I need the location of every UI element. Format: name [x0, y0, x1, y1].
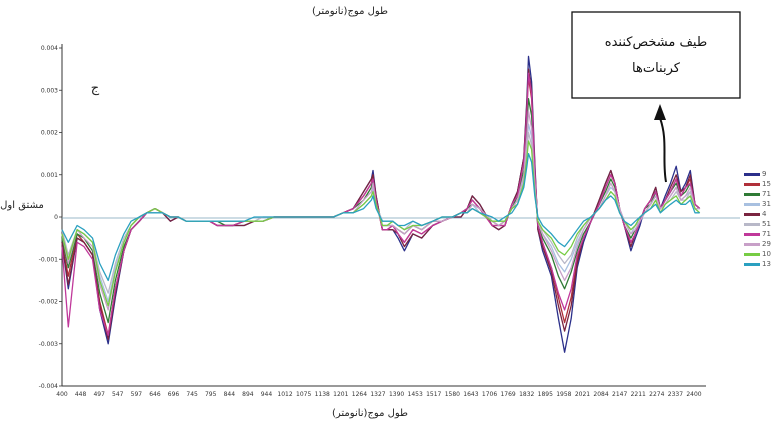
- x-tick-label: 1580: [445, 391, 460, 398]
- annotation-line-1: طیف مشخص‌کننده: [605, 35, 707, 50]
- legend-label: 15: [762, 180, 771, 188]
- y-tick-label: -0.001: [39, 256, 59, 263]
- x-tick-label: 1138: [315, 391, 330, 398]
- legend-label: 31: [762, 200, 771, 208]
- x-tick-label: 2147: [612, 391, 627, 398]
- x-tick-label: 2337: [668, 391, 683, 398]
- y-tick-label: -0.003: [39, 341, 59, 348]
- x-tick-label: 2274: [649, 391, 664, 398]
- y-tick-label: 0.001: [41, 172, 58, 179]
- x-tick-label: 844: [224, 391, 236, 398]
- legend-swatch: [744, 203, 760, 206]
- annotation-frame: [571, 11, 741, 99]
- x-tick-label: 547: [112, 391, 124, 398]
- x-tick-label: 1327: [370, 391, 385, 398]
- legend-swatch: [744, 263, 760, 266]
- legend-label: 10: [762, 250, 771, 258]
- panel-label: ج: [91, 81, 100, 96]
- x-tick-label: 745: [186, 391, 198, 398]
- annotation-line-2: کربنات‌ها: [632, 61, 681, 76]
- series-line-2: [61, 76, 701, 336]
- x-tick-label: 1012: [277, 391, 292, 398]
- x-tick-label: 1264: [352, 391, 367, 398]
- series-line-10: [61, 152, 700, 282]
- x-tick-label: 2084: [593, 391, 608, 398]
- x-tick-label: 497: [93, 391, 105, 398]
- series-line-5: [61, 68, 701, 341]
- legend-swatch: [744, 233, 760, 236]
- legend-label: 71: [762, 230, 771, 238]
- series-lines: [61, 55, 701, 353]
- x-tick-label: 1390: [389, 391, 404, 398]
- x-tick-label: 795: [205, 391, 217, 398]
- legend-label: 71: [762, 190, 771, 198]
- x-tick-label: 1453: [408, 391, 423, 398]
- top-caption: طول موج(نانومتر): [312, 6, 388, 17]
- legend-swatch: [744, 213, 760, 216]
- y-tick-label: 0.003: [41, 87, 58, 94]
- annotation-arrow-shaft: [659, 117, 667, 183]
- legend-swatch: [744, 193, 760, 196]
- x-tick-label: 944: [261, 391, 273, 398]
- x-tick-labels: 400 448 497 547 597 646 696 745 795 844 894 944 1012…: [56, 391, 702, 398]
- x-tick-label: 1517: [426, 391, 441, 398]
- x-tick-label: 597: [131, 391, 143, 398]
- y-tick-label: 0: [54, 214, 58, 221]
- x-tick-label: 2400: [686, 391, 701, 398]
- y-tick-label: 0.004: [41, 45, 58, 52]
- x-tick-label: 1769: [500, 391, 515, 398]
- x-tick-label: 696: [168, 391, 180, 398]
- y-tick-label: -0.004: [39, 383, 59, 390]
- x-tick-label: 1832: [519, 391, 534, 398]
- x-tick-label: 894: [242, 391, 254, 398]
- annotation-arrow-head: [654, 104, 666, 120]
- x-axis-label: طول موج(نانومتر): [332, 408, 408, 419]
- annotation-box: طیف مشخص‌کننده کربنات‌ها: [571, 11, 741, 99]
- x-tick-label: 1895: [538, 391, 553, 398]
- x-tick-label: 1201: [333, 391, 348, 398]
- x-tick-label: 1706: [482, 391, 497, 398]
- legend-swatch: [744, 183, 760, 186]
- legend-swatch: [744, 173, 760, 176]
- x-tick-label: 1958: [556, 391, 571, 398]
- legend-label: 9: [762, 170, 766, 178]
- x-tick-label: 400: [56, 391, 68, 398]
- legend-swatch: [744, 243, 760, 246]
- x-tick-label: 1643: [463, 391, 478, 398]
- y-axis-label: مشتق اول: [0, 200, 44, 211]
- legend-label: 51: [762, 220, 771, 228]
- y-tick-label: -0.002: [39, 299, 59, 306]
- legend-label: 4: [762, 210, 767, 218]
- x-tick-label: 2021: [575, 391, 590, 398]
- legend-label: 29: [762, 240, 771, 248]
- x-tick-label: 646: [149, 391, 161, 398]
- series-line-7: [61, 72, 701, 336]
- legend-label: 13: [762, 260, 771, 268]
- x-tick-label: 1075: [296, 391, 311, 398]
- legend-swatch: [744, 223, 760, 226]
- legend: 9 15 71 31 4 51 71 29 10 13: [744, 170, 771, 268]
- x-tick-label: 2211: [631, 391, 646, 398]
- y-tick-label: 0.002: [41, 130, 58, 137]
- x-tick-label: 448: [75, 391, 87, 398]
- legend-swatch: [744, 253, 760, 256]
- series-line-1: [61, 55, 701, 353]
- y-tick-labels: 0.004 0.003 0.002 0.001 0 -0.001 -0.002 -0.003 -…: [39, 45, 62, 390]
